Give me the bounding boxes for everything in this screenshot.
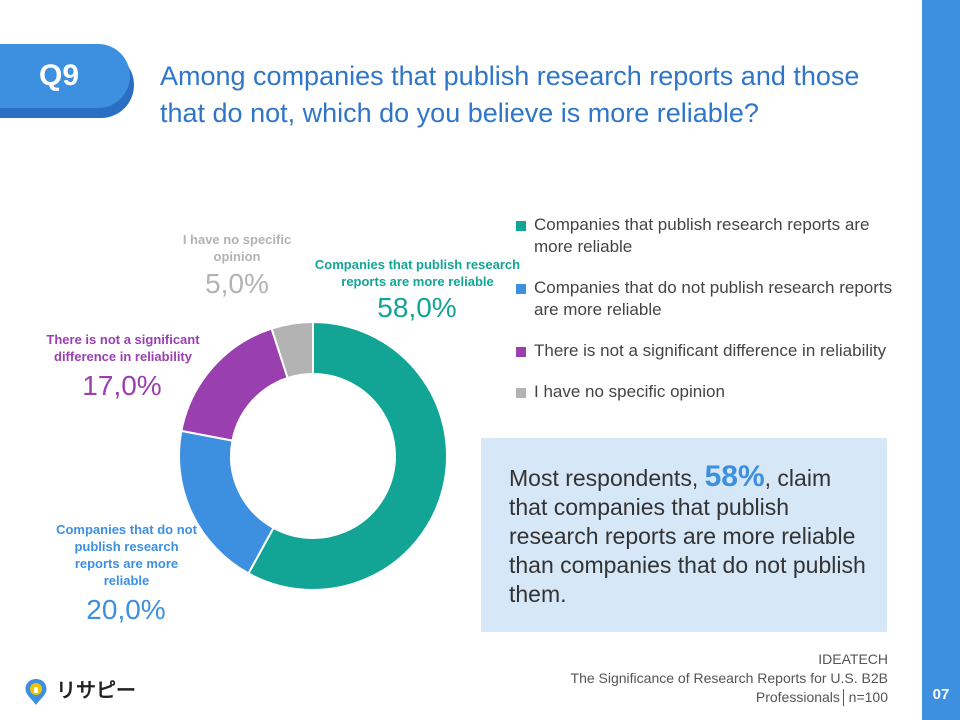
legend-label: There is not a significant difference in…	[534, 341, 887, 360]
legend-label: I have no specific opinion	[534, 382, 725, 401]
donut-slice-publish	[247, 320, 448, 591]
legend-swatch	[516, 347, 526, 357]
right-accent-bar	[922, 0, 960, 720]
legend-swatch	[516, 284, 526, 294]
chart-legend: Companies that publish research reports …	[516, 214, 896, 403]
question-badge-front: Q9	[0, 44, 130, 108]
legend-item-publish: Companies that publish research reports …	[516, 214, 896, 258]
lightbulb-pin-icon	[25, 679, 47, 705]
slice-value-no-opinion: 5,0%	[205, 268, 269, 299]
source-org: IDEATECH	[818, 651, 888, 667]
slice-label-publish: Companies that publish research reports …	[314, 257, 521, 289]
summary-highlight: 58%	[704, 460, 765, 493]
legend-item-no-opinion: I have no specific opinion	[516, 381, 896, 403]
summary-text: Most respondents, 58%, claim that compan…	[509, 462, 869, 609]
donut-slice-no-opinion	[270, 320, 314, 380]
question-title: Among companies that publish research re…	[160, 61, 860, 128]
question-badge: Q9	[0, 44, 134, 118]
legend-label: Companies that do not publish research r…	[534, 278, 893, 319]
slice-label-not-publish: Companies that do not publish research r…	[56, 522, 197, 588]
summary-text-start: Most respondents,	[509, 465, 705, 491]
legend-label: Companies that publish research reports …	[534, 215, 870, 256]
summary-callout: Most respondents, 58%, claim that compan…	[481, 438, 887, 632]
legend-swatch	[516, 221, 526, 231]
question-number: Q9	[38, 59, 80, 92]
source-title: The Significance of Research Reports for…	[570, 670, 888, 686]
source-sample: Professionals│n=100	[755, 689, 888, 705]
brand-logo-text: リサピー	[56, 680, 136, 702]
slice-label-no-difference: There is not a significant difference in…	[46, 332, 200, 364]
page-number: 07	[932, 686, 950, 703]
slice-label-no-opinion: I have no specific opinion	[182, 232, 292, 264]
slice-value-not-publish: 20,0%	[86, 594, 166, 625]
slice-value-no-difference: 17,0%	[82, 370, 162, 401]
summary-text-end: , claim that companies that publish rese…	[509, 465, 866, 607]
legend-item-no-difference: There is not a significant difference in…	[516, 340, 896, 362]
source-note: IDEATECH The Significance of Research Re…	[571, 650, 888, 707]
legend-item-not-publish: Companies that do not publish research r…	[516, 277, 896, 321]
legend-swatch	[516, 388, 526, 398]
slice-value-publish: 58,0%	[377, 292, 457, 323]
brand-logo: リサピー	[24, 678, 136, 706]
